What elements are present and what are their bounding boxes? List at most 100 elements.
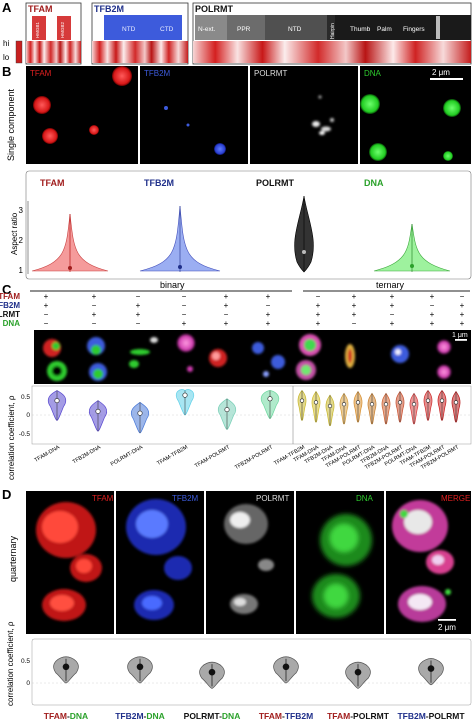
panel-c: C binary ternary TFAM TFB2M POLRMT DNA +… (0, 280, 472, 480)
sign-cell: + (92, 310, 97, 319)
polrmt-ntd-domain (265, 15, 327, 40)
tfb2m-ntd-label: NTD (122, 26, 136, 33)
tfb2m-micrograph: TFB2M (140, 66, 248, 164)
aspect-label-tfb2m: TFB2M (144, 178, 174, 188)
polrmt-title: POLRMT (195, 4, 233, 14)
panel-d-letter: D (2, 487, 11, 502)
corr-violin-median (369, 402, 375, 407)
panel-a: A TFAM HMGB1 HMGB2 TFB2M NTD CTD POLRMT … (2, 0, 472, 65)
tfb2m-domain-block (104, 15, 182, 40)
sign-cell: + (266, 319, 271, 328)
hmgb2-label: HMGB2 (60, 22, 65, 39)
dna-channel-label: DNA (364, 69, 382, 78)
d-ytick-pos: 0.5 (21, 658, 30, 665)
sign-cell: + (224, 301, 229, 310)
sign-cell: + (460, 319, 465, 328)
corr-violin-median (439, 398, 445, 403)
merge-label: MERGE (441, 494, 470, 503)
polrmt-spacer (436, 16, 440, 39)
tfb2m-quarternary-micrograph: TFB2M (116, 491, 204, 634)
polrmt-cterm-domain (335, 15, 471, 40)
corr-violin-median (411, 402, 417, 407)
quarternary-violin-median (354, 668, 362, 676)
sign-cell: + (316, 310, 321, 319)
tfam-micrograph: TFAM (26, 66, 138, 164)
violin-tfam (31, 213, 109, 272)
quarternary-violin-median (427, 665, 435, 672)
quarternary-pair-label: POLRMT-DNA (184, 711, 241, 721)
sign-cell: − (224, 310, 229, 319)
binary-label: binary (160, 280, 185, 290)
quarternary-violin-median (136, 663, 144, 671)
tfam-quarternary-label: TFAM (92, 494, 114, 503)
sign-cell: + (266, 292, 271, 301)
sign-cell: − (182, 310, 187, 319)
tfam-quarternary-micrograph: TFAM (26, 491, 114, 634)
sign-row-label-dna: DNA (3, 319, 21, 328)
scale-bar-label: 2 μm (438, 623, 456, 632)
sign-cell: + (92, 292, 97, 301)
quarternary-pair-label: TFAM-POLRMT (327, 711, 390, 721)
sign-cell: + (316, 301, 321, 310)
corr-x-label: TFAM-DNA (34, 444, 62, 463)
aspect-label-tfam: TFAM (40, 178, 65, 188)
polrmt-quarternary-label: POLRMT (256, 494, 289, 503)
dna-quarternary-micrograph: DNA (296, 491, 384, 634)
corr-violin-median (299, 398, 305, 403)
polrmt-thumb-label: Thumb (350, 26, 371, 33)
tfb2m-ctd-label: CTD (160, 26, 174, 33)
sign-cell: + (224, 319, 229, 328)
scale-bar-label: 1 μm (452, 332, 468, 339)
aspect-ratio-ylabel: Aspect ratio (10, 212, 19, 255)
polrmt-next-domain (195, 15, 227, 40)
tfb2m-quarternary-label: TFB2M (172, 494, 199, 503)
sign-cell: − (316, 292, 321, 301)
sign-cell: + (136, 310, 141, 319)
sign-cell: + (44, 301, 49, 310)
corr-violin-median (182, 392, 188, 398)
sign-cell: − (136, 319, 141, 328)
aspect-ytick-2: 2 (19, 236, 24, 245)
polrmt-quarternary-micrograph: POLRMT (206, 491, 294, 634)
corr-x-label: POLRMT-DNA (110, 444, 145, 467)
corr-violin-median (267, 396, 273, 402)
combination-micrographs: 1 μm (34, 330, 471, 384)
corr-x-label: TFB2M-POLRMT (234, 444, 275, 471)
sign-row-label-tfam: TFAM (0, 292, 20, 301)
scale-bar (430, 78, 463, 80)
violin-tfb2m (139, 205, 221, 272)
aspect-ratio-plot-frame (25, 170, 472, 280)
sign-cell: + (224, 292, 229, 301)
sign-cell: + (316, 319, 321, 328)
sign-cell: − (460, 292, 465, 301)
corr-violin-median (137, 410, 143, 416)
polrmt-channel-label: POLRMT (254, 69, 287, 78)
polrmt-next-label: N-ext. (198, 26, 216, 33)
sign-cell: + (352, 292, 357, 301)
single-component-label: Single component (6, 88, 16, 161)
sign-row-label-tfb2m: TFB2M (0, 301, 20, 310)
sign-cell: + (44, 292, 49, 301)
sign-cell: − (182, 301, 187, 310)
corr-violin-median (313, 400, 319, 405)
sign-cell: + (182, 319, 187, 328)
corr-violin-median (341, 402, 347, 407)
correlation-ylabel: correlation coefficient, ρ (7, 395, 16, 480)
correlation-x-labels: TFAM-DNA TFB2M-DNA POLRMT-DNA TFAM-TFB2M TFA… (34, 444, 461, 471)
corr-x-label: TFAM-TFB2M (156, 444, 189, 467)
sign-cell: + (430, 292, 435, 301)
sign-cell: + (352, 301, 357, 310)
aspect-label-dna: DNA (364, 178, 384, 188)
sign-cell: + (390, 292, 395, 301)
tfb2m-heatmap-strip (92, 41, 188, 63)
sign-cell: − (136, 292, 141, 301)
heat-legend-bar (15, 40, 23, 64)
corr-violin-median (224, 407, 230, 413)
quarternary-violin-median (62, 663, 70, 671)
tfb2m-title: TFB2M (94, 4, 124, 14)
tfam-channel-label: TFAM (30, 69, 52, 78)
tfam-heatmap-strip (26, 41, 81, 63)
panel-b-letter: B (2, 64, 11, 79)
corr-x-label: TFAM-POLRMT (194, 444, 232, 469)
heat-lo-label: lo (3, 53, 10, 62)
